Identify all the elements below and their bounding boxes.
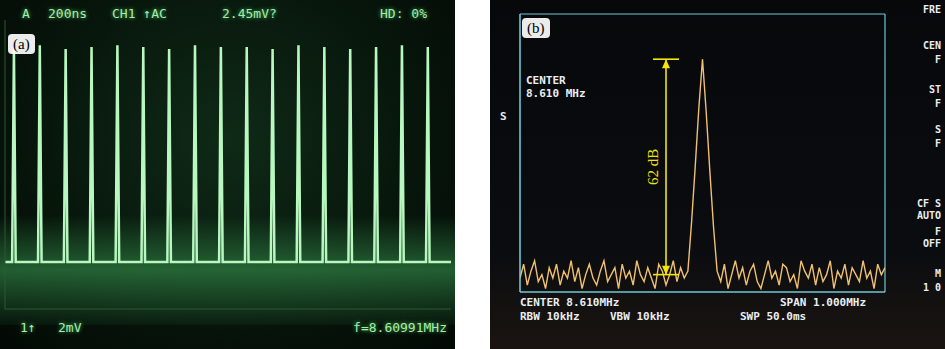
html-text:F: F bbox=[935, 98, 941, 109]
html-text:200ns: 200ns bbox=[48, 6, 88, 21]
html-text:CENTER: CENTER bbox=[526, 74, 566, 87]
html-text:A: A bbox=[22, 6, 30, 21]
html-text:S: S bbox=[500, 110, 507, 123]
html-text:CH1 ↑AC: CH1 ↑AC bbox=[112, 6, 167, 21]
html-text:FRE: FRE bbox=[922, 4, 941, 15]
html-text:SWP 50.0ms: SWP 50.0ms bbox=[740, 310, 807, 323]
html-text:RBW 10kHz: RBW 10kHz bbox=[520, 310, 580, 323]
html-text:OFF: OFF bbox=[922, 238, 941, 249]
html-text:(a): (a) bbox=[13, 36, 30, 52]
html-text:HD: 0%: HD: 0% bbox=[380, 6, 427, 21]
html-text:F: F bbox=[935, 138, 941, 149]
html-text:ST: ST bbox=[929, 84, 941, 95]
html-text:VBW 10kHz: VBW 10kHz bbox=[610, 310, 670, 323]
html-text:2.45mV?: 2.45mV? bbox=[222, 6, 277, 21]
html-text:CEN: CEN bbox=[922, 40, 941, 51]
html-text:1↑: 1↑ bbox=[20, 320, 36, 335]
svg-text:62 dB: 62 dB bbox=[645, 149, 661, 185]
html-text:8.610 MHz: 8.610 MHz bbox=[526, 87, 586, 100]
html-text:1 0: 1 0 bbox=[922, 282, 941, 293]
html-text:CF S: CF S bbox=[916, 198, 941, 209]
html-text:S: S bbox=[935, 124, 941, 135]
html-text:F: F bbox=[935, 226, 941, 237]
html-text:F: F bbox=[935, 54, 941, 65]
html-text:2mV: 2mV bbox=[58, 320, 82, 335]
html-text:AUTO: AUTO bbox=[916, 210, 941, 221]
html-text:SPAN 1.000MHz: SPAN 1.000MHz bbox=[780, 296, 867, 309]
html-text:M: M bbox=[935, 268, 941, 279]
html-text:(b): (b) bbox=[527, 20, 545, 36]
html-text:CENTER 8.610MHz: CENTER 8.610MHz bbox=[520, 296, 620, 309]
html-text:f=8.60991MHz: f=8.60991MHz bbox=[353, 320, 447, 335]
